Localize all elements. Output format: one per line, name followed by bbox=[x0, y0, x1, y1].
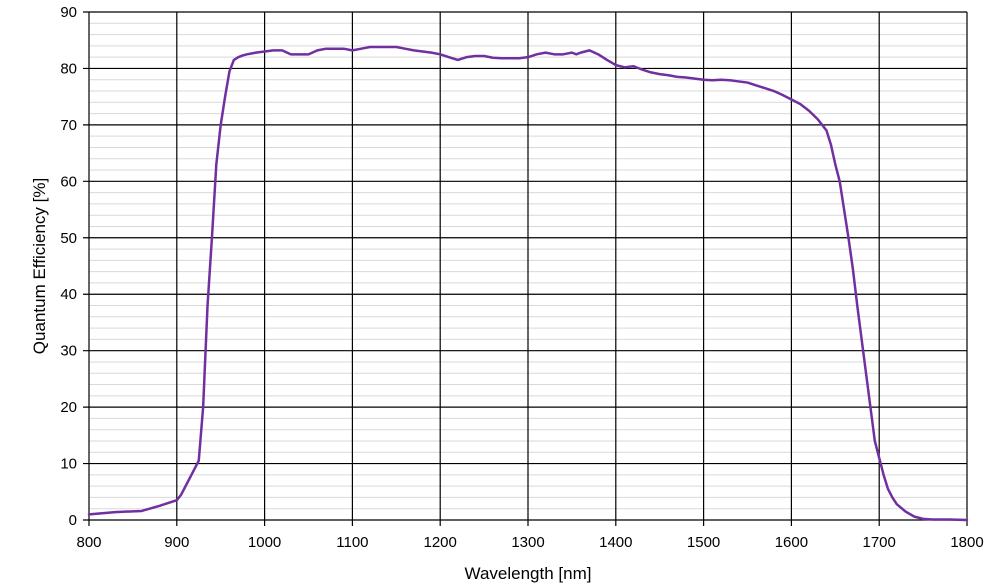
y-tick-label: 80 bbox=[60, 60, 77, 77]
x-tick-label: 900 bbox=[164, 534, 189, 551]
series-line-quantum-efficiency bbox=[87, 45, 969, 522]
x-tick-label: 1600 bbox=[775, 534, 808, 551]
x-axis-title: Wavelength [nm] bbox=[465, 564, 592, 583]
x-tick-label: 1700 bbox=[863, 534, 896, 551]
y-tick-label: 20 bbox=[60, 399, 77, 416]
x-tick-label: 1300 bbox=[511, 534, 544, 551]
x-tick-label: 1400 bbox=[599, 534, 632, 551]
major-gridlines bbox=[83, 11, 968, 526]
y-tick-labels: 0 10 20 30 40 50 60 70 80 90 bbox=[60, 4, 77, 529]
y-tick-label: 70 bbox=[60, 117, 77, 134]
y-tick-label: 40 bbox=[60, 286, 77, 303]
x-tick-labels: 800 900 1000 1100 1200 1300 1400 1500 1600 1700 18… bbox=[76, 534, 983, 551]
x-tick-label: 1000 bbox=[248, 534, 281, 551]
y-tick-label: 30 bbox=[60, 343, 77, 360]
y-tick-label: 60 bbox=[60, 173, 77, 190]
y-axis-title: Quantum Efficiency [%] bbox=[30, 178, 49, 354]
x-tick-label: 1800 bbox=[950, 534, 983, 551]
x-tick-label: 1200 bbox=[424, 534, 457, 551]
x-tick-label: 1100 bbox=[336, 534, 368, 551]
x-tick-label: 800 bbox=[76, 534, 101, 551]
y-tick-label: 0 bbox=[69, 512, 77, 529]
y-tick-label: 10 bbox=[60, 456, 77, 473]
x-tick-label: 1500 bbox=[687, 534, 720, 551]
y-tick-label: 90 bbox=[60, 4, 77, 21]
y-tick-label: 50 bbox=[60, 230, 77, 247]
